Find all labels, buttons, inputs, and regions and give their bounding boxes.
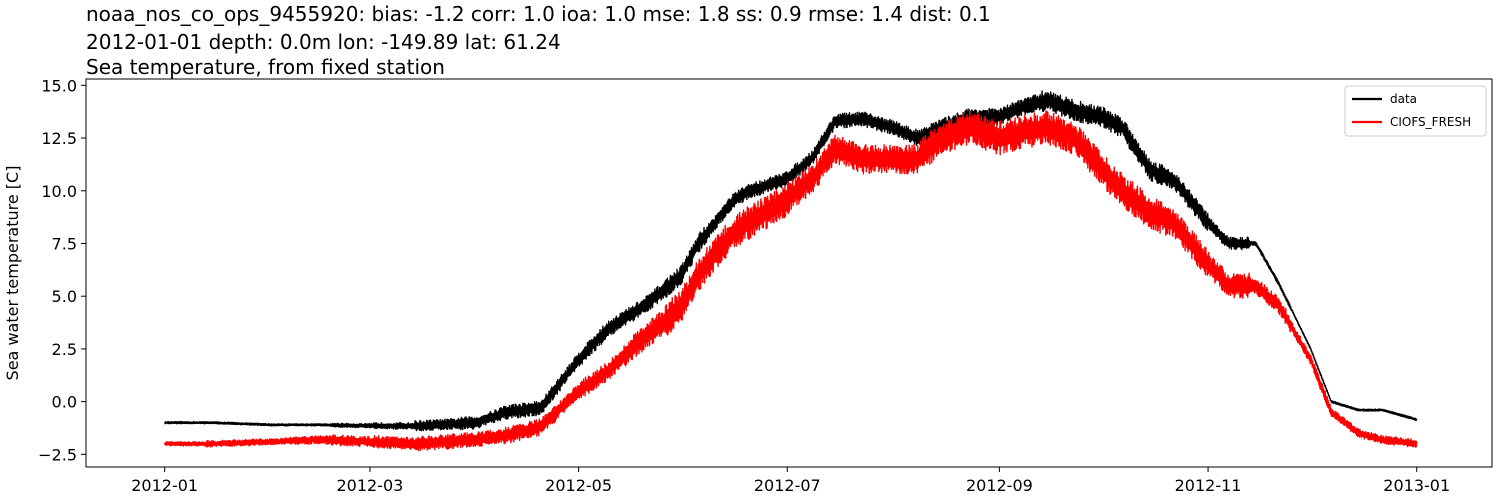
y-tick-label: 12.5 [41,129,77,148]
y-tick-label: 7.5 [52,234,77,253]
y-axis-label: Sea water temperature [C] [3,166,22,381]
legend-label: data [1390,92,1417,106]
x-tick-label: 2012-09 [966,476,1033,495]
x-tick-label: 2012-01 [131,476,198,495]
x-tick-label: 2012-07 [754,476,821,495]
y-tick-label: 15.0 [41,76,77,95]
series-line-ciofs_fresh [164,110,1418,452]
legend-label: CIOFS_FRESH [1390,115,1471,129]
series-layer [164,90,1418,452]
series-line-data [164,90,1418,432]
y-axis: −2.5 0.0 2.5 5.0 7.5 10.0 12.5 15.0 [38,76,86,464]
x-tick-label: 2013-01 [1383,476,1450,495]
y-tick-label: 10.0 [41,182,77,201]
y-tick-label: −2.5 [38,445,77,464]
y-tick-label: 5.0 [52,287,77,306]
x-axis: 2012-01 2012-03 2012-05 2012-07 2012-09 2012-… [131,467,1450,495]
x-tick-label: 2012-03 [337,476,404,495]
y-tick-label: 0.0 [52,393,77,412]
chart-title-location: 2012-01-01 depth: 0.0m lon: -149.89 lat:… [86,30,561,54]
chart-title-description: Sea temperature, from fixed station [86,55,445,79]
legend: data CIOFS_FRESH [1344,85,1487,137]
x-tick-label: 2012-11 [1175,476,1242,495]
x-tick-label: 2012-05 [545,476,612,495]
plot-frame [85,78,1493,468]
chart-title-stats: noaa_nos_co_ops_9455920: bias: -1.2 corr… [86,2,991,26]
y-tick-label: 2.5 [52,340,77,359]
